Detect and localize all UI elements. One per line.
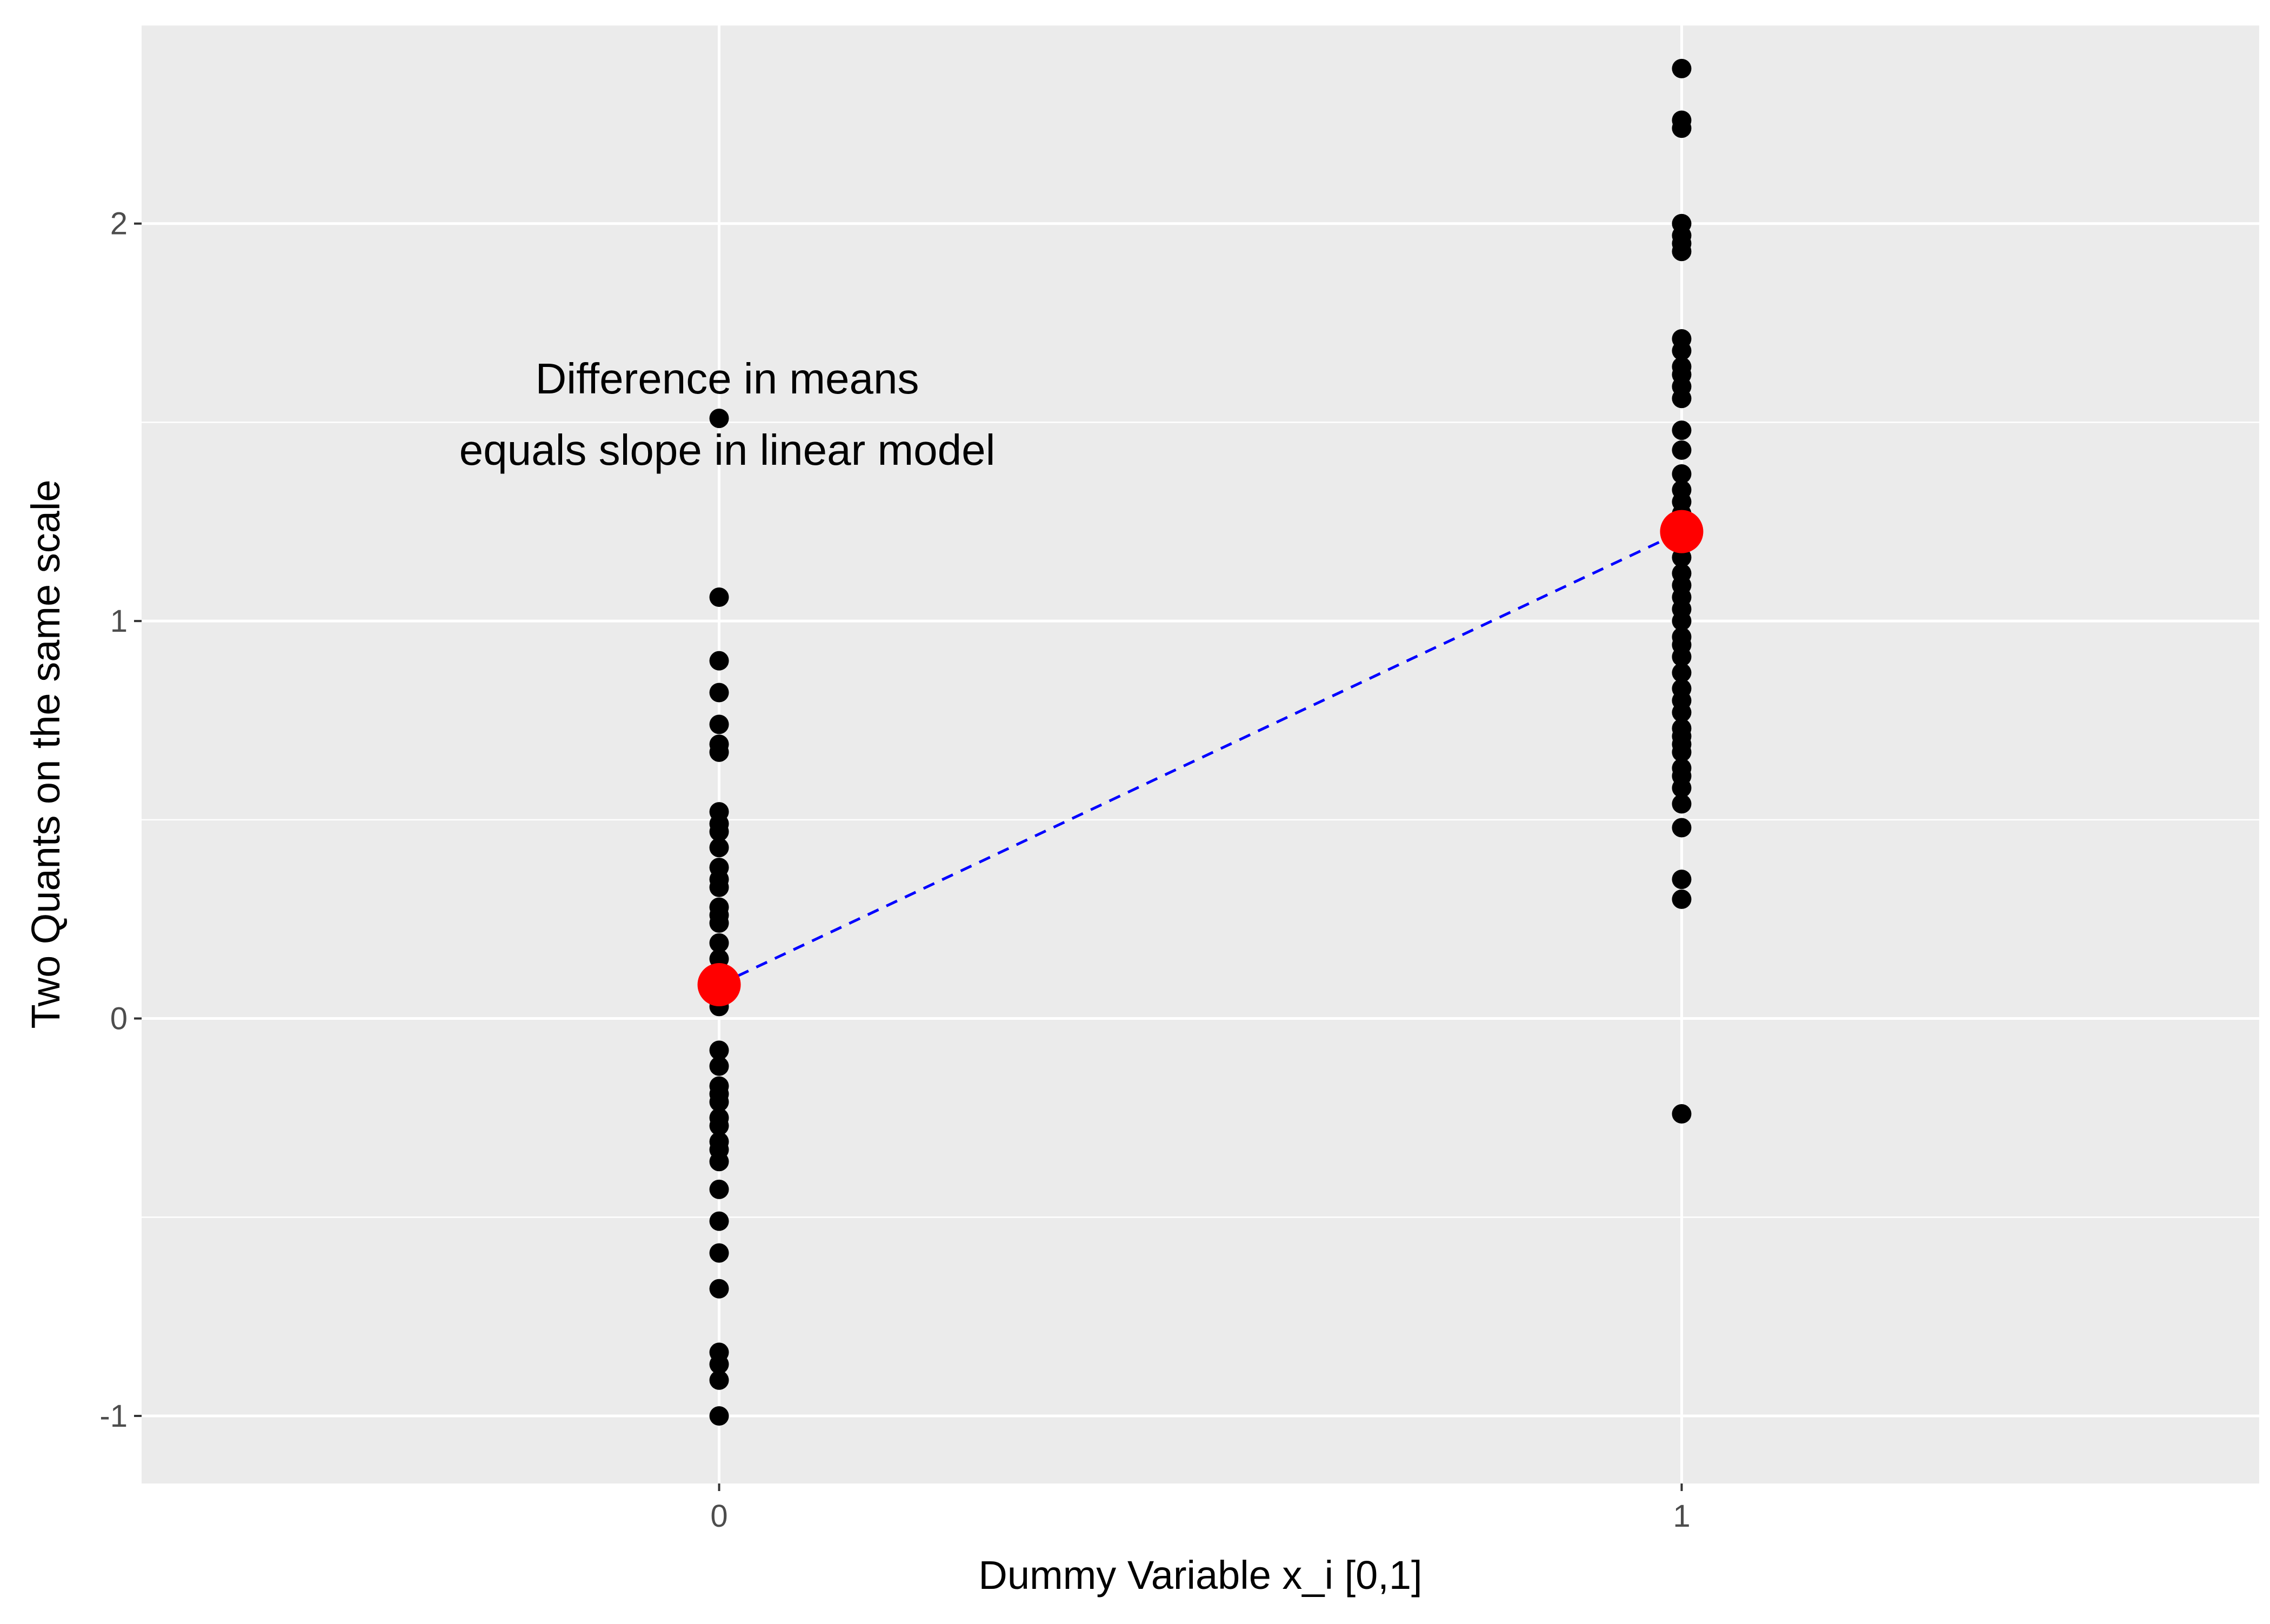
data-point bbox=[1672, 703, 1692, 723]
data-point bbox=[709, 933, 729, 953]
data-point bbox=[709, 1243, 729, 1263]
data-point bbox=[1672, 611, 1692, 631]
x-tick-label: 0 bbox=[710, 1499, 727, 1534]
data-point bbox=[709, 651, 729, 671]
mean-point bbox=[697, 963, 741, 1007]
data-point bbox=[1672, 58, 1692, 78]
data-point bbox=[709, 821, 729, 841]
data-point bbox=[709, 714, 729, 734]
data-point bbox=[1672, 420, 1692, 440]
mean-point bbox=[1660, 510, 1704, 553]
x-tick-label: 1 bbox=[1673, 1499, 1690, 1534]
data-point bbox=[709, 1179, 729, 1199]
axes: -1 0 1 2 0 1 bbox=[99, 206, 1690, 1534]
annotation-line: Difference in means bbox=[536, 355, 919, 403]
data-point bbox=[1672, 440, 1692, 460]
data-point bbox=[709, 1279, 729, 1299]
data-point bbox=[1672, 778, 1692, 798]
data-point bbox=[1672, 889, 1692, 909]
data-point bbox=[709, 1370, 729, 1390]
data-point bbox=[709, 742, 729, 762]
data-point bbox=[709, 1406, 729, 1426]
data-point bbox=[1672, 1104, 1692, 1124]
data-point bbox=[1672, 818, 1692, 838]
mean-points bbox=[697, 510, 1704, 1007]
data-point bbox=[709, 1040, 729, 1060]
data-point bbox=[1672, 794, 1692, 814]
data-point bbox=[709, 1152, 729, 1172]
data-point bbox=[709, 877, 729, 897]
data-point bbox=[1672, 242, 1692, 262]
data-point bbox=[709, 683, 729, 703]
data-point bbox=[709, 1116, 729, 1136]
annotation-line: equals slope in linear model bbox=[459, 426, 996, 474]
data-point bbox=[1672, 389, 1692, 409]
data-point bbox=[1672, 647, 1692, 667]
y-tick-label: 1 bbox=[110, 604, 128, 639]
data-point bbox=[709, 1354, 729, 1374]
data-point bbox=[709, 1056, 729, 1076]
data-point bbox=[1672, 464, 1692, 484]
mean-difference-line bbox=[718, 530, 1683, 986]
x-axis-title: Dummy Variable x_i [0,1] bbox=[978, 1553, 1422, 1598]
y-tick-label: 2 bbox=[110, 206, 128, 242]
data-point bbox=[709, 409, 729, 429]
data-point bbox=[1672, 870, 1692, 890]
annotation: Difference in means equals slope in linea… bbox=[459, 355, 996, 474]
data-point bbox=[1672, 118, 1692, 138]
plot-panel bbox=[142, 25, 2259, 1483]
data-point bbox=[709, 1092, 729, 1112]
data-point bbox=[709, 587, 729, 607]
data-point bbox=[709, 838, 729, 858]
data-point bbox=[1672, 742, 1692, 762]
data-point bbox=[1672, 341, 1692, 361]
y-tick-label: -1 bbox=[99, 1399, 128, 1434]
mean-connector bbox=[718, 530, 1683, 986]
data-point bbox=[709, 1211, 729, 1231]
y-axis-title: Two Quants on the same scale bbox=[23, 480, 68, 1029]
y-tick-label: 0 bbox=[110, 1001, 128, 1037]
data-points bbox=[709, 58, 1692, 1426]
data-point bbox=[1672, 663, 1692, 683]
data-point bbox=[709, 913, 729, 933]
